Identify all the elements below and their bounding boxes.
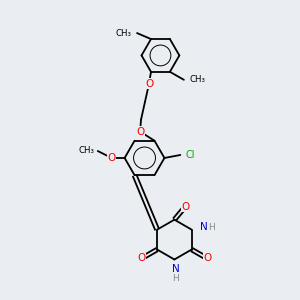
Text: Cl: Cl [185, 150, 195, 160]
Text: CH₃: CH₃ [190, 75, 206, 84]
Text: O: O [181, 202, 190, 212]
Text: CH₃: CH₃ [79, 146, 95, 155]
Text: H: H [172, 274, 179, 283]
Text: N: N [200, 222, 207, 232]
Text: CH₃: CH₃ [115, 28, 131, 38]
Text: O: O [203, 254, 212, 263]
Text: O: O [145, 79, 153, 89]
Text: O: O [137, 254, 145, 263]
Text: O: O [136, 127, 144, 136]
Text: H: H [208, 223, 215, 232]
Text: O: O [108, 153, 116, 163]
Text: N: N [172, 264, 179, 274]
